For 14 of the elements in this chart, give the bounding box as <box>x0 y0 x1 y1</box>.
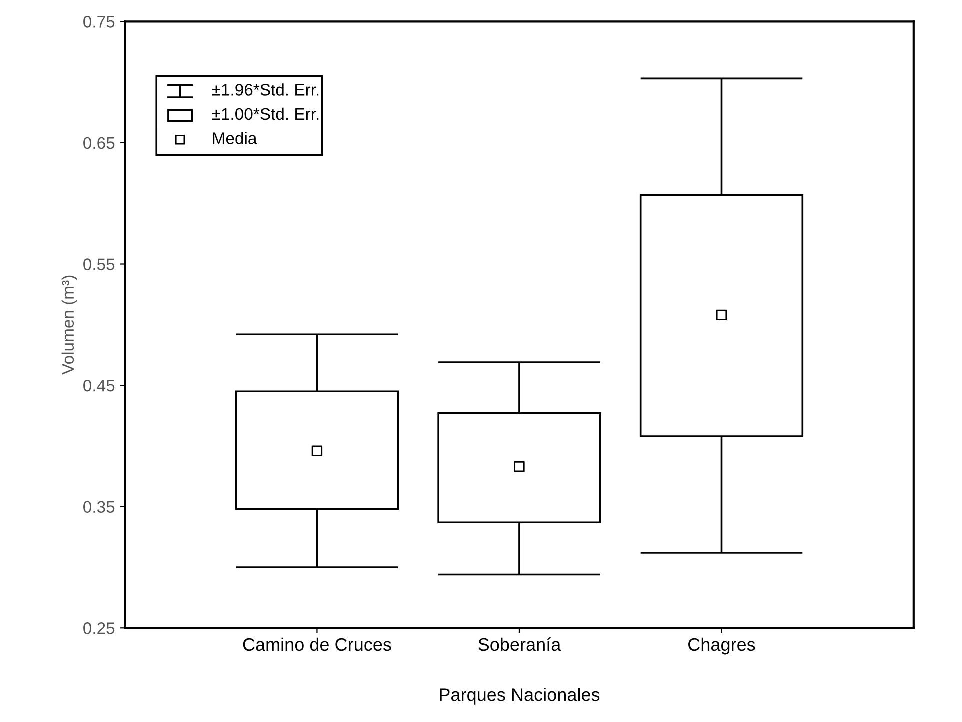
y-tick-label: 0.75 <box>84 16 115 28</box>
x-tick-label: Chagres <box>688 638 756 655</box>
y-tick-label: 0.25 <box>84 622 115 634</box>
y-tick-label: 0.35 <box>84 501 115 514</box>
annotation: ±1.96*Std. Err. <box>212 84 319 96</box>
x-axis-title: Parques Nacionales <box>440 688 600 705</box>
annotation: Media <box>213 132 258 144</box>
x-tick-label: Soberanía <box>478 638 562 652</box>
y-tick-label: 0.45 <box>84 380 115 392</box>
y-axis-title: Volumen (m³) <box>62 276 78 375</box>
annotation: ±1.00*Std. Err. <box>212 108 319 120</box>
x-tick-label: Camino de Cruces <box>243 638 392 652</box>
y-tick-label: 0.55 <box>84 258 115 270</box>
y-tick-label: 0.65 <box>84 137 115 150</box>
